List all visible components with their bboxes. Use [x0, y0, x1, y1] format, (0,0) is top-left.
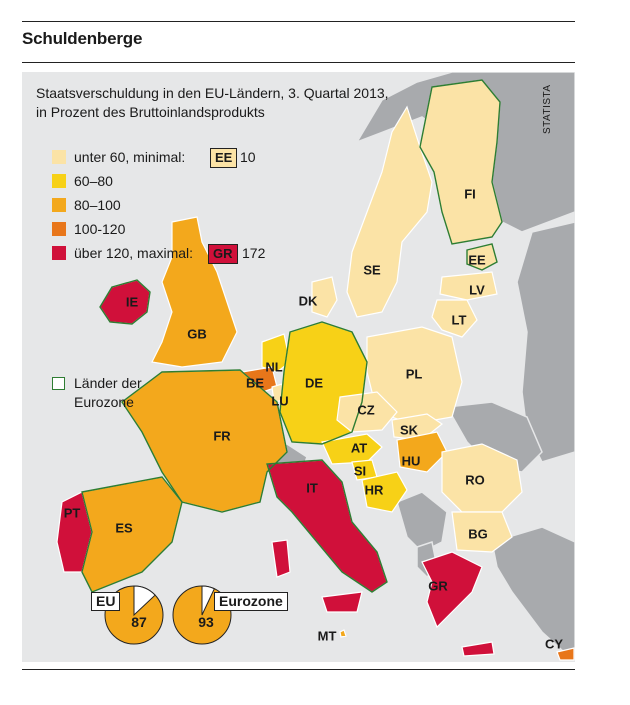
country-lt [431, 299, 478, 338]
subtitle-line-2: in Prozent des Bruttoinlandsprodukts [36, 104, 265, 120]
country-label-hu: HU [401, 453, 421, 469]
subtitle: Staatsverschuldung in den EU-Ländern, 3.… [36, 84, 389, 122]
eu-countries [56, 79, 575, 661]
country-label-mt: MT [317, 628, 337, 644]
country-mt [339, 629, 347, 638]
pie-eurozone-value: 93 [198, 614, 214, 630]
country-crete [461, 641, 495, 657]
non-eu-land [260, 72, 575, 662]
legend-swatch [52, 198, 66, 212]
pie-eurozone-remainder [201, 585, 216, 616]
country-lv [439, 271, 498, 301]
balkans-west [396, 491, 448, 553]
headline: Schuldenberge [22, 29, 143, 48]
eurozone-key-line-2: Eurozone [74, 394, 134, 410]
country-label-gb: GB [187, 326, 207, 342]
country-gb [151, 216, 238, 368]
eurozone-borders [81, 79, 503, 593]
legend-badge-gr: GR [208, 244, 238, 264]
source-label: STATISTA [542, 84, 553, 134]
country-label-ie: IE [125, 294, 139, 310]
country-ro [441, 443, 523, 513]
country-label-dk: DK [298, 293, 318, 309]
country-nl [261, 333, 291, 373]
country-pl [366, 326, 463, 425]
country-label-lv: LV [469, 282, 485, 298]
country-label-sk: SK [399, 422, 419, 438]
country-se [346, 105, 433, 318]
country-label-ee: EE [468, 252, 486, 268]
country-label-pt: PT [63, 505, 81, 521]
legend-label: 60–80 [74, 173, 113, 189]
legend-swatch [52, 174, 66, 188]
pie-eu-remainder [133, 585, 156, 617]
bottom-rule [22, 669, 575, 670]
europe-map [56, 72, 575, 662]
legend-badge-value: 172 [242, 245, 266, 261]
country-label-de: DE [304, 375, 324, 391]
country-sicily [321, 591, 363, 613]
map-panel: Staatsverschuldung in den EU-Ländern, 3.… [22, 72, 575, 662]
country-label-nl: NL [265, 359, 283, 375]
legend-swatch [52, 246, 66, 260]
header-rule [22, 62, 575, 63]
country-label-fi: FI [464, 186, 476, 202]
country-label-lu: LU [271, 393, 289, 409]
country-hu [396, 431, 448, 473]
legend-badge-ee: EE [210, 148, 238, 168]
eurozone-swatch [52, 377, 65, 390]
pie-eurozone-label: Eurozone [214, 592, 288, 611]
legend-label: 80–100 [74, 197, 121, 213]
top-rule [22, 21, 575, 22]
country-label-cy: CY [544, 636, 564, 652]
legend-swatch [52, 150, 66, 164]
legend-label: 100-120 [74, 221, 126, 237]
country-label-pl: PL [405, 366, 423, 382]
country-hr [361, 471, 408, 513]
country-label-be: BE [245, 375, 265, 391]
country-label-se: SE [363, 262, 381, 278]
legend-label: unter 60, minimal: [74, 149, 186, 165]
country-label-es: ES [115, 520, 133, 536]
country-label-cz: CZ [357, 402, 375, 418]
country-at [321, 433, 383, 465]
country-label-ro: RO [465, 472, 485, 488]
country-cz [336, 391, 398, 433]
turkey [491, 526, 575, 662]
legend-swatch [52, 222, 66, 236]
pie-eu-value: 87 [131, 614, 147, 630]
country-sardinia [271, 539, 291, 578]
country-label-hr: HR [364, 482, 384, 498]
eurozone-key-line-1: Länder der [74, 375, 142, 391]
country-cy [556, 647, 575, 661]
country-fi [419, 79, 503, 245]
country-label-si: SI [353, 463, 367, 479]
subtitle-line-1: Staatsverschuldung in den EU-Ländern, 3.… [36, 85, 389, 101]
country-label-bg: BG [468, 526, 488, 542]
country-label-gr: GR [428, 578, 448, 594]
country-dk [311, 276, 338, 318]
country-label-fr: FR [213, 428, 231, 444]
country-gr [421, 551, 483, 629]
legend-label: über 120, maximal: [74, 245, 194, 261]
country-label-it: IT [306, 480, 318, 496]
legend-badge-value: 10 [240, 149, 256, 165]
country-label-at: AT [350, 440, 368, 456]
country-label-lt: LT [451, 312, 467, 328]
country-bg [451, 511, 513, 553]
pie-eu-label: EU [91, 592, 121, 611]
